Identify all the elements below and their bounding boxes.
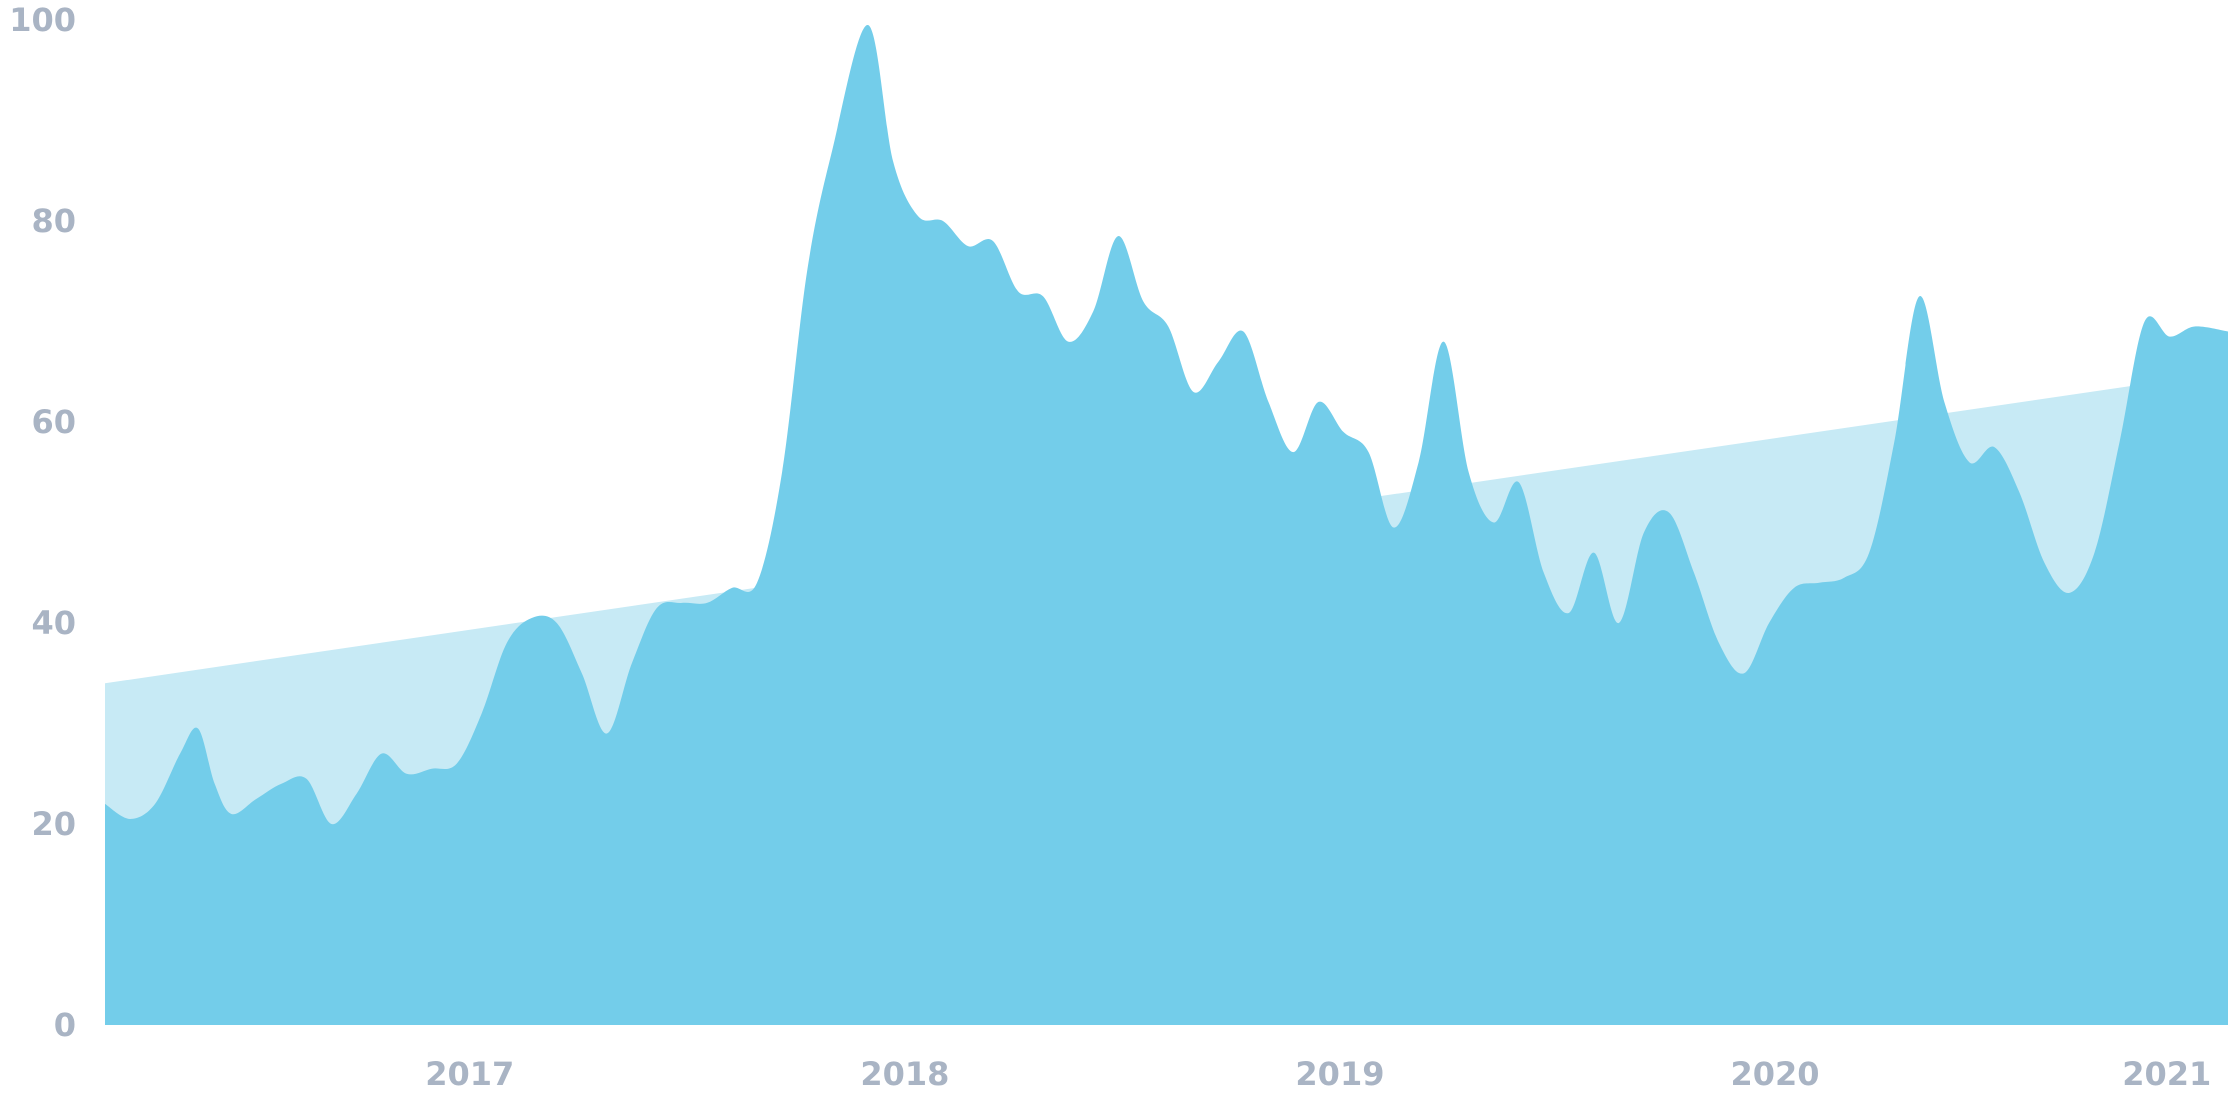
y-tick-label: 20 — [31, 805, 76, 843]
x-tick-label: 2021 — [2122, 1055, 2211, 1093]
y-tick-label: 100 — [9, 1, 76, 39]
y-tick-label: 0 — [54, 1006, 76, 1044]
y-tick-label: 60 — [31, 403, 76, 441]
x-tick-label: 2020 — [1730, 1055, 1819, 1093]
series-area — [105, 25, 2228, 1025]
x-tick-label: 2018 — [860, 1055, 949, 1093]
x-axis: 2017 2018 2019 2020 2021 — [425, 1055, 2211, 1093]
y-tick-label: 40 — [31, 604, 76, 642]
x-tick-label: 2017 — [425, 1055, 514, 1093]
x-tick-label: 2019 — [1295, 1055, 1384, 1093]
y-axis: 0 20 40 60 80 100 — [9, 1, 76, 1044]
y-tick-label: 80 — [31, 202, 76, 240]
series-layer — [105, 25, 2228, 1025]
